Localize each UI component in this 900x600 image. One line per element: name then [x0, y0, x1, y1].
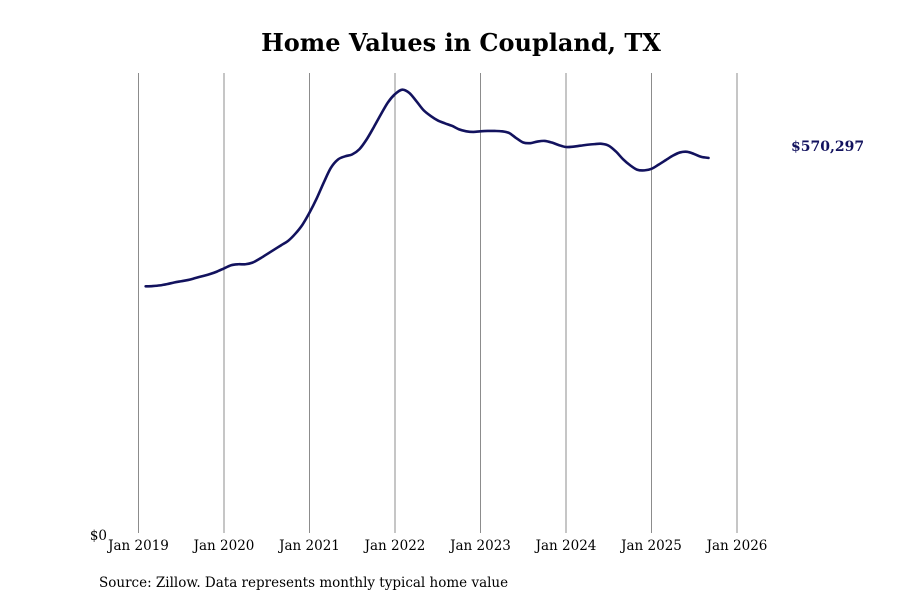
home-value-line — [144, 88, 710, 288]
x-tick-labels: Jan 2019 Jan 2020 Jan 2021 Jan 2022 Jan 2023… — [106, 538, 767, 554]
grid-lines — [138, 73, 738, 533]
x-tick-label: Jan 2022 — [363, 538, 426, 554]
y-tick-label-zero: $0 — [90, 528, 107, 544]
chart-title: Home Values in Coupland, TX — [261, 28, 661, 57]
x-tick-label: Jan 2026 — [705, 538, 768, 554]
x-tick-label: Jan 2023 — [448, 538, 511, 554]
x-tick-label: Jan 2025 — [619, 538, 682, 554]
x-tick-label: Jan 2019 — [106, 538, 169, 554]
x-tick-label: Jan 2024 — [534, 538, 597, 554]
x-tick-label: Jan 2021 — [277, 538, 340, 554]
latest-value-label: $570,297 — [791, 139, 864, 155]
source-note: Source: Zillow. Data represents monthly … — [99, 575, 508, 591]
x-tick-label: Jan 2020 — [192, 538, 255, 554]
